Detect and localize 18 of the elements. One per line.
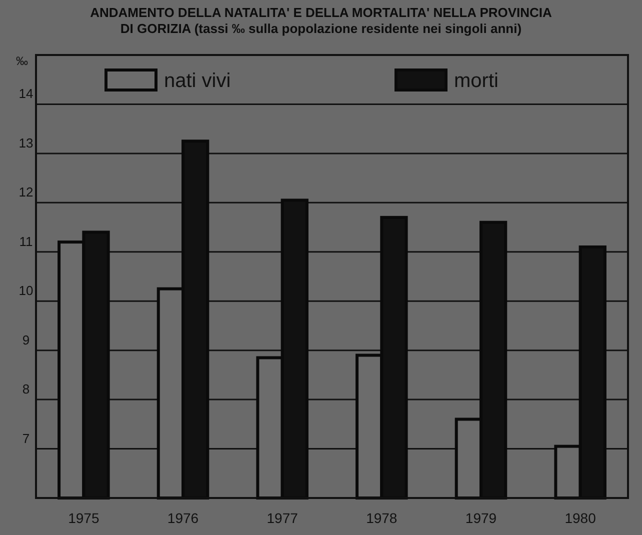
x-tick-label: 1976 <box>167 510 199 526</box>
y-tick-label: 10 <box>18 283 34 298</box>
x-tick-label: 1979 <box>465 510 497 526</box>
y-tick-label: 11 <box>19 234 33 249</box>
y-axis-title: ‰ <box>16 54 28 68</box>
y-tick-label: 7 <box>22 430 30 446</box>
y-tick-label: 14 <box>18 86 34 102</box>
legend-label: morti <box>454 70 498 92</box>
x-tick-label: 1975 <box>68 510 100 526</box>
y-tick-label: 13 <box>18 135 34 150</box>
legend-label: nati vivi <box>164 70 231 92</box>
y-tick-label: 9 <box>22 332 30 348</box>
y-tick-label: 8 <box>22 382 30 397</box>
x-tick-label: 1978 <box>366 510 398 526</box>
chart-title: ANDAMENTO DELLA NATALITA' E DELLA MORTALITA' NELLA PROVINCIA DI GORIZIA (tassi ‰ sulla popolazione residente nei singoli anni) <box>90 5 553 36</box>
x-tick-label: 1977 <box>266 510 298 526</box>
y-tick-label: 12 <box>18 184 34 200</box>
x-tick-label: 1980 <box>564 510 596 526</box>
